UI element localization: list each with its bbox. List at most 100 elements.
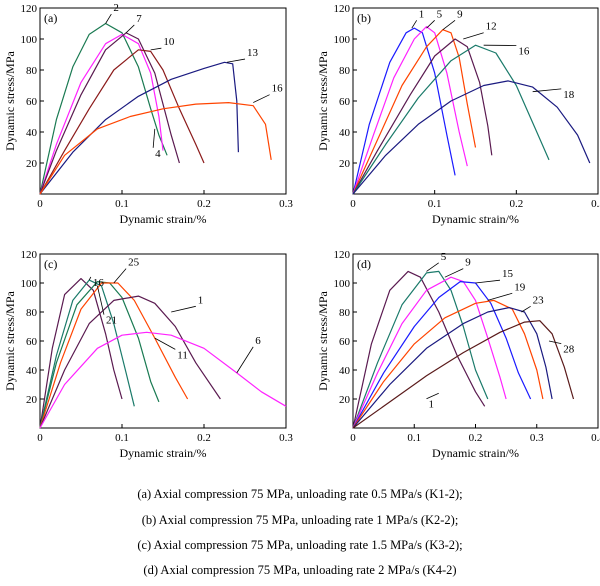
plot-frame [352,7,599,195]
y-tick-label: 20 [339,394,351,406]
x-tick-label: 0.3 [279,432,293,444]
panel-label: (a) [44,11,57,25]
y-tick-label: 80 [339,307,351,319]
leader-line [226,58,246,63]
curve-label: 18 [563,89,575,101]
y-tick-label: 60 [339,336,351,348]
leader-line [532,88,562,93]
series-line-9 [352,276,507,429]
series-line-10 [39,49,205,195]
curve-label: 23 [533,294,545,306]
x-tick-label: 0.3 [279,198,293,210]
series-line-25 [39,331,287,429]
caption-c: (c) Axial compression 75 MPa, unloading … [137,538,463,552]
y-tick-label: 100 [21,278,38,290]
series-line-9 [352,29,477,195]
y-tick-label: 60 [339,96,351,108]
y-tick-label: 100 [334,34,351,46]
leader-line [150,47,162,51]
series-line-16 [39,101,272,195]
y-tick-label: 20 [26,394,38,406]
x-axis-label: Dynamic strain/% [432,446,519,460]
y-tick-label: 40 [26,365,38,377]
y-tick-label: 100 [21,34,38,46]
x-tick-label: 0.2 [197,198,211,210]
curve-label: 21 [106,315,117,327]
x-axis-label: Dynamic strain/% [432,212,519,226]
caption-d: (d) Axial compression 75 MPa, unloading … [143,563,457,577]
panel-label: (d) [357,257,371,271]
series-line-1 [352,27,456,195]
y-tick-label: 40 [339,127,351,139]
panel-label: (b) [357,11,371,25]
leader-line [475,279,501,284]
series-line-2 [39,22,168,195]
leader-line [487,292,513,301]
x-tick-label: 0.3 [591,198,600,210]
series-line-12 [352,38,493,195]
curve-label: 4 [155,148,161,160]
series-line-1 [39,278,123,429]
y-axis-label: Dynamic stress/MPa [3,50,17,150]
leader-line [426,20,435,29]
series-line-13 [39,61,239,195]
series-line-15 [352,281,532,429]
leader-line [411,20,418,29]
leader-line [463,32,484,40]
y-tick-label: 20 [26,158,38,170]
y-tick-label: 120 [334,3,351,15]
y-tick-label: 40 [339,365,351,377]
caption-b: (b) Axial compression 75 MPa, unloading … [141,513,459,527]
x-tick-label: 0.2 [197,432,211,444]
curve-label: 16 [518,46,530,58]
leader-line [105,13,112,24]
series-line-5 [352,26,468,195]
y-tick-label: 80 [339,65,351,77]
y-tick-label: 80 [26,65,38,77]
y-tick-label: 120 [21,249,38,261]
curve-label: 1 [198,294,204,306]
plot-frame [39,253,287,429]
leader-line [442,19,456,31]
x-tick-label: 0.1 [115,198,129,210]
leader-line [113,268,127,284]
series-line-4 [39,33,164,195]
x-tick-label: 0.1 [115,432,129,444]
panel-b: 0 0.1 0.2 0.3 20 40 60 80 100 120 Dynamic strain/%… [316,3,600,226]
series-line-23 [352,307,553,429]
caption-a: (a) Axial compression 75 MPa, unloading … [137,487,463,501]
y-axis-label: Dynamic stress/MPa [316,290,330,390]
curve-label: 9 [465,257,471,269]
series-line-1 [352,270,486,429]
series-line-11 [39,282,189,429]
y-axis-label: Dynamic stress/MPa [3,290,17,390]
leader-line [88,276,92,281]
curve-label: 11 [177,349,188,361]
y-tick-label: 40 [26,127,38,139]
y-tick-label: 120 [21,3,38,15]
y-tick-label: 20 [339,158,351,170]
panel-d: 0 0.1 0.2 0.3 0.4 20 40 60 80 100 120 Dynamic strai… [316,249,600,460]
curve-label: 5 [441,251,447,263]
curve-label: 12 [486,21,497,33]
x-tick-label: 0.1 [428,198,442,210]
leader-line [521,305,531,313]
panel-a: 0 0.1 0.2 0.3 20 40 60 80 100 120 Dynamic strain/%… [3,2,293,226]
series-line-16 [352,44,550,195]
leader-line [171,305,196,313]
series-line-21 [39,295,221,429]
curve-label: 13 [247,47,259,59]
panel-label: (c) [44,257,57,271]
curve-label: 25 [128,257,140,269]
series-line-18 [352,80,591,195]
curve-label: 9 [457,8,463,20]
x-tick-label: 0.1 [407,432,421,444]
curve-label: 28 [563,344,575,356]
series-line-19 [352,299,544,429]
series-line-16 [39,281,160,429]
leader-line [426,262,439,272]
curve-label: 7 [136,13,142,25]
leader-line [253,94,270,103]
y-tick-label: 60 [26,96,38,108]
y-tick-label: 60 [26,336,38,348]
